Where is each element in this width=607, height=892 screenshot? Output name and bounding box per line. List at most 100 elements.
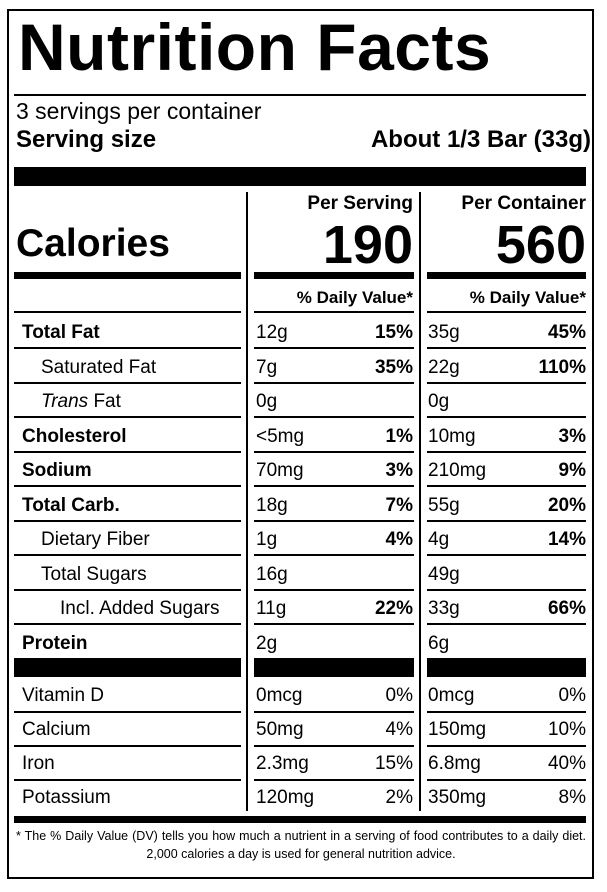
row-divider-0 [14, 520, 241, 522]
row-divider-1 [254, 451, 414, 453]
container-daily-value: 66% [547, 598, 586, 619]
serving-daily-value: 35% [374, 357, 413, 378]
label-title: Nutrition Facts [18, 10, 492, 84]
vitamin-container-amount: 6.8mg [428, 753, 481, 774]
vitamin-divider-2 [427, 745, 586, 747]
serving-amount: 70mg [256, 460, 304, 481]
vitamin-container-dv: 40% [547, 753, 586, 774]
serving-amount: 7g [256, 357, 278, 378]
serving-daily-value: 15% [374, 322, 413, 343]
container-amount: 22g [428, 357, 460, 378]
row-divider-1 [254, 623, 414, 625]
container-amount: 210mg [428, 460, 487, 481]
vitamin-container-dv: 0% [558, 685, 586, 706]
dv-heading-divider-0 [14, 311, 241, 313]
container-amount: 4g [428, 529, 450, 550]
vitamin-name: Potassium [22, 787, 111, 808]
vitamin-divider-0 [14, 711, 241, 713]
vitamin-name: Iron [22, 753, 55, 774]
title-divider [14, 94, 586, 96]
column-divider-left [246, 192, 248, 811]
daily-value-heading-serving: % Daily Value* [296, 288, 413, 307]
row-divider-1 [254, 347, 414, 349]
row-divider-1 [254, 416, 414, 418]
row-divider-2 [427, 589, 586, 591]
row-divider-1 [254, 589, 414, 591]
serving-thick-bar [14, 167, 586, 186]
dv-heading-divider-2 [427, 311, 586, 313]
footnote: * The % Daily Value (DV) tells you how m… [16, 829, 586, 861]
serving-daily-value: 3% [385, 460, 413, 481]
serving-daily-value: 4% [385, 529, 413, 550]
serving-amount: 18g [256, 495, 288, 516]
vitamin-serving-amount: 120mg [256, 787, 315, 808]
vitamin-name: Vitamin D [22, 685, 105, 706]
vitamin-divider-1 [254, 711, 414, 713]
serving-amount: 16g [256, 564, 288, 585]
servings-per-container: 3 servings per container [16, 98, 262, 124]
container-daily-value: 3% [558, 426, 586, 447]
container-amount: 6g [428, 633, 450, 654]
trans-italic: Trans [41, 391, 89, 412]
container-daily-value: 110% [538, 357, 586, 378]
nutrient-name: Total Fat [22, 322, 100, 343]
row-divider-0 [14, 589, 241, 591]
row-divider-2 [427, 485, 586, 487]
row-divider-2 [427, 554, 586, 556]
container-daily-value: 9% [558, 460, 586, 481]
container-amount: 35g [428, 322, 460, 343]
row-divider-2 [427, 520, 586, 522]
container-amount: 55g [428, 495, 460, 516]
vitamin-container-amount: 350mg [428, 787, 487, 808]
protein-thick-bar-1 [254, 658, 414, 677]
protein-thick-bar-0 [14, 658, 241, 677]
calories-bar-right [427, 272, 586, 279]
vitamin-container-dv: 8% [558, 787, 586, 808]
serving-size-label: Serving size [16, 126, 157, 153]
vitamin-serving-amount: 50mg [256, 719, 304, 740]
nutrition-label [7, 9, 594, 879]
container-daily-value: 14% [547, 529, 586, 550]
container-amount: 10mg [428, 426, 476, 447]
row-divider-1 [254, 382, 414, 384]
serving-daily-value: 22% [374, 598, 413, 619]
row-divider-2 [427, 382, 586, 384]
row-divider-1 [254, 485, 414, 487]
row-divider-0 [14, 485, 241, 487]
serving-amount: 0g [256, 391, 278, 412]
vitamin-divider-0 [14, 745, 241, 747]
row-divider-2 [427, 451, 586, 453]
row-divider-2 [427, 623, 586, 625]
vitamin-serving-dv: 15% [374, 753, 413, 774]
container-amount: 33g [428, 598, 460, 619]
container-daily-value: 20% [547, 495, 586, 516]
row-divider-0 [14, 451, 241, 453]
daily-value-heading-container: % Daily Value* [469, 288, 586, 307]
serving-amount: <5mg [256, 426, 305, 447]
row-divider-2 [427, 347, 586, 349]
nutrient-name: Saturated Fat [41, 357, 157, 378]
bottom-bar [14, 816, 586, 823]
vitamin-serving-dv: 4% [385, 719, 413, 740]
protein-thick-bar-2 [427, 658, 586, 677]
container-daily-value: 45% [547, 322, 586, 343]
nutrient-name: Cholesterol [22, 426, 127, 447]
vitamin-container-amount: 0mcg [428, 685, 475, 706]
vitamin-divider-2 [427, 779, 586, 781]
calories-label: Calories [16, 222, 170, 265]
trans-rest: Fat [88, 391, 121, 412]
vitamin-divider-0 [14, 779, 241, 781]
vitamin-serving-dv: 0% [385, 685, 413, 706]
nutrient-name: Protein [22, 633, 88, 654]
vitamin-divider-1 [254, 745, 414, 747]
row-divider-0 [14, 416, 241, 418]
vitamin-container-amount: 150mg [428, 719, 487, 740]
nutrient-name: Trans Fat [41, 392, 121, 411]
serving-amount: 2g [256, 633, 278, 654]
vitamin-container-dv: 10% [547, 719, 586, 740]
row-divider-0 [14, 554, 241, 556]
row-divider-1 [254, 520, 414, 522]
calories-bar-mid [254, 272, 414, 279]
nutrient-name: Sodium [22, 460, 92, 481]
vitamin-name: Calcium [22, 719, 91, 740]
